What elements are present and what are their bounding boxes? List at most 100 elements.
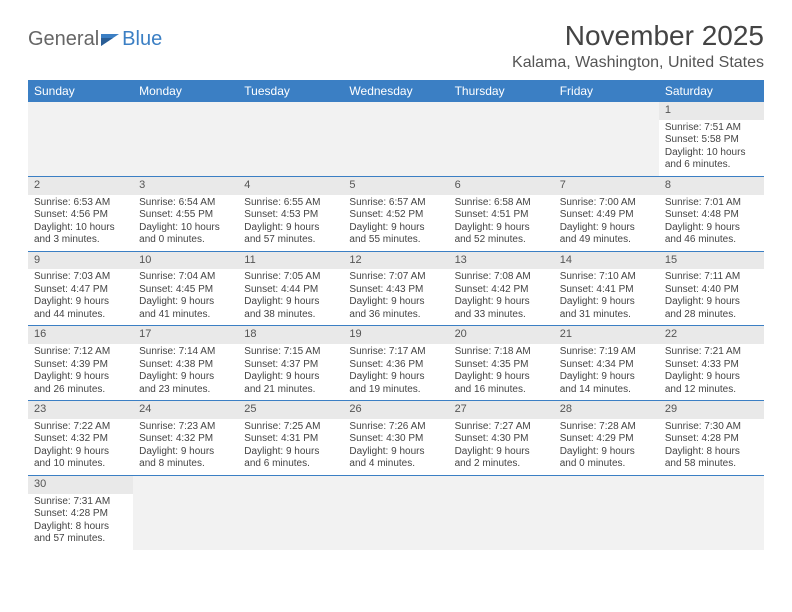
calendar-cell: 23Sunrise: 7:22 AMSunset: 4:32 PMDayligh…	[28, 401, 133, 476]
calendar-cell: 22Sunrise: 7:21 AMSunset: 4:33 PMDayligh…	[659, 326, 764, 401]
day-daylight: Daylight: 9 hours and 16 minutes.	[455, 371, 548, 396]
day-daylight: Daylight: 9 hours and 23 minutes.	[139, 371, 232, 396]
calendar-cell: 12Sunrise: 7:07 AMSunset: 4:43 PMDayligh…	[343, 251, 448, 326]
day-body: Sunrise: 7:27 AMSunset: 4:30 PMDaylight:…	[449, 419, 554, 475]
calendar-cell	[133, 102, 238, 176]
day-sunset: Sunset: 4:52 PM	[349, 209, 442, 222]
day-sunrise: Sunrise: 7:26 AM	[349, 421, 442, 434]
day-body: Sunrise: 7:51 AMSunset: 5:58 PMDaylight:…	[659, 120, 764, 176]
day-sunrise: Sunrise: 7:22 AM	[34, 421, 127, 434]
calendar-body: 1Sunrise: 7:51 AMSunset: 5:58 PMDaylight…	[28, 102, 764, 550]
day-sunrise: Sunrise: 7:21 AM	[665, 346, 758, 359]
calendar-cell: 10Sunrise: 7:04 AMSunset: 4:45 PMDayligh…	[133, 251, 238, 326]
calendar-cell: 18Sunrise: 7:15 AMSunset: 4:37 PMDayligh…	[238, 326, 343, 401]
day-number: 23	[28, 401, 133, 419]
calendar-cell: 24Sunrise: 7:23 AMSunset: 4:32 PMDayligh…	[133, 401, 238, 476]
calendar-cell: 21Sunrise: 7:19 AMSunset: 4:34 PMDayligh…	[554, 326, 659, 401]
day-body: Sunrise: 6:53 AMSunset: 4:56 PMDaylight:…	[28, 195, 133, 251]
day-sunrise: Sunrise: 7:10 AM	[560, 271, 653, 284]
calendar-cell: 28Sunrise: 7:28 AMSunset: 4:29 PMDayligh…	[554, 401, 659, 476]
calendar-cell: 15Sunrise: 7:11 AMSunset: 4:40 PMDayligh…	[659, 251, 764, 326]
day-daylight: Daylight: 10 hours and 6 minutes.	[665, 147, 758, 172]
calendar-cell: 17Sunrise: 7:14 AMSunset: 4:38 PMDayligh…	[133, 326, 238, 401]
day-number: 1	[659, 102, 764, 120]
calendar-cell: 20Sunrise: 7:18 AMSunset: 4:35 PMDayligh…	[449, 326, 554, 401]
day-number: 11	[238, 252, 343, 270]
day-daylight: Daylight: 9 hours and 28 minutes.	[665, 296, 758, 321]
day-header: Sunday	[28, 80, 133, 102]
day-body: Sunrise: 6:55 AMSunset: 4:53 PMDaylight:…	[238, 195, 343, 251]
day-header-row: SundayMondayTuesdayWednesdayThursdayFrid…	[28, 80, 764, 102]
day-body: Sunrise: 7:07 AMSunset: 4:43 PMDaylight:…	[343, 269, 448, 325]
day-number: 10	[133, 252, 238, 270]
day-number: 26	[343, 401, 448, 419]
day-body: Sunrise: 6:54 AMSunset: 4:55 PMDaylight:…	[133, 195, 238, 251]
logo-text-b: Blue	[122, 28, 162, 51]
day-sunrise: Sunrise: 7:03 AM	[34, 271, 127, 284]
day-header: Thursday	[449, 80, 554, 102]
calendar-cell: 2Sunrise: 6:53 AMSunset: 4:56 PMDaylight…	[28, 176, 133, 251]
day-number: 4	[238, 177, 343, 195]
day-number: 28	[554, 401, 659, 419]
day-sunrise: Sunrise: 7:14 AM	[139, 346, 232, 359]
calendar-week: 16Sunrise: 7:12 AMSunset: 4:39 PMDayligh…	[28, 326, 764, 401]
day-body: Sunrise: 7:04 AMSunset: 4:45 PMDaylight:…	[133, 269, 238, 325]
day-sunrise: Sunrise: 6:53 AM	[34, 197, 127, 210]
calendar-week: 23 Sunrise: 7:22 AMSunset: 4:32 PM Dayligh…	[28, 401, 764, 476]
day-number: 3	[133, 177, 238, 195]
day-body: Sunrise: 7:30 AMSunset: 4:28 PMDaylight:…	[659, 419, 764, 475]
day-sunrise: Sunrise: 7:51 AM	[665, 122, 758, 135]
day-number: 8	[659, 177, 764, 195]
day-sunset: Sunset: 4:51 PM	[455, 209, 548, 222]
day-daylight: Daylight: 10 hours and 0 minutes.	[139, 222, 232, 247]
day-sunset: Sunset: 5:58 PM	[665, 134, 758, 147]
location-subtitle: Kalama, Washington, United States	[512, 54, 764, 72]
page-header: General Blue November 2025 Kalama, Washi…	[28, 20, 764, 72]
day-daylight: Daylight: 9 hours and 46 minutes.	[665, 222, 758, 247]
day-daylight: Daylight: 9 hours and 8 minutes.	[139, 446, 232, 471]
day-sunset: Sunset: 4:45 PM	[139, 284, 232, 297]
day-number: 18	[238, 326, 343, 344]
calendar-cell	[554, 102, 659, 176]
calendar-cell	[554, 475, 659, 549]
day-body: Sunrise: 7:26 AMSunset: 4:30 PMDaylight:…	[343, 419, 448, 475]
day-daylight: Daylight: 9 hours and 21 minutes.	[244, 371, 337, 396]
day-daylight: Daylight: 9 hours and 44 minutes.	[34, 296, 127, 321]
day-number: 14	[554, 252, 659, 270]
calendar-week: 30Sunrise: 7:31 AMSunset: 4:28 PMDayligh…	[28, 475, 764, 549]
day-sunrise: Sunrise: 7:11 AM	[665, 271, 758, 284]
day-number: 21	[554, 326, 659, 344]
day-body: Sunrise: 7:19 AMSunset: 4:34 PMDaylight:…	[554, 344, 659, 400]
day-sunrise: Sunrise: 7:25 AM	[244, 421, 337, 434]
calendar-cell	[238, 475, 343, 549]
day-number: 27	[449, 401, 554, 419]
day-body: Sunrise: 7:12 AMSunset: 4:39 PMDaylight:…	[28, 344, 133, 400]
day-number: 22	[659, 326, 764, 344]
day-number: 17	[133, 326, 238, 344]
calendar-week: 1Sunrise: 7:51 AMSunset: 5:58 PMDaylight…	[28, 102, 764, 176]
day-daylight: Daylight: 8 hours and 57 minutes.	[34, 521, 127, 546]
day-sunset: Sunset: 4:53 PM	[244, 209, 337, 222]
day-body: Sunrise: 7:03 AMSunset: 4:47 PMDaylight:…	[28, 269, 133, 325]
day-sunset: Sunset: 4:34 PM	[560, 359, 653, 372]
day-number: 20	[449, 326, 554, 344]
day-sunrise: Sunrise: 7:23 AM	[139, 421, 232, 434]
day-body: Sunrise: 7:00 AMSunset: 4:49 PMDaylight:…	[554, 195, 659, 251]
day-sunset: Sunset: 4:55 PM	[139, 209, 232, 222]
day-sunset: Sunset: 4:28 PM	[665, 433, 758, 446]
day-sunset: Sunset: 4:42 PM	[455, 284, 548, 297]
day-number: 16	[28, 326, 133, 344]
day-daylight: Daylight: 9 hours and 49 minutes.	[560, 222, 653, 247]
calendar-cell: 6Sunrise: 6:58 AMSunset: 4:51 PMDaylight…	[449, 176, 554, 251]
calendar-cell: 30Sunrise: 7:31 AMSunset: 4:28 PMDayligh…	[28, 475, 133, 549]
title-block: November 2025 Kalama, Washington, United…	[512, 20, 764, 72]
day-daylight: Daylight: 9 hours and 31 minutes.	[560, 296, 653, 321]
day-sunrise: Sunrise: 7:12 AM	[34, 346, 127, 359]
day-sunset: Sunset: 4:32 PM	[34, 433, 127, 446]
day-daylight: Daylight: 10 hours and 3 minutes.	[34, 222, 127, 247]
day-body: Sunrise: 7:31 AMSunset: 4:28 PMDaylight:…	[28, 494, 133, 550]
day-number: 15	[659, 252, 764, 270]
calendar-week: 9Sunrise: 7:03 AMSunset: 4:47 PMDaylight…	[28, 251, 764, 326]
calendar-cell: 13Sunrise: 7:08 AMSunset: 4:42 PMDayligh…	[449, 251, 554, 326]
day-daylight: Daylight: 8 hours and 58 minutes.	[665, 446, 758, 471]
